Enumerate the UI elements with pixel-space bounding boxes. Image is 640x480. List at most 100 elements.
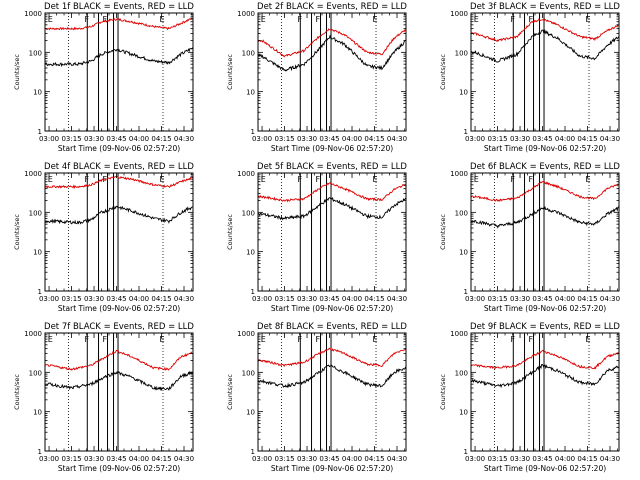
x-tick-label: 03:00 [465,455,485,463]
y-tick-label: 10 [33,409,42,417]
segment-letter: F [298,175,303,184]
x-tick-label: 03:00 [39,455,59,463]
series-events-line [470,205,619,229]
x-tick-label: 03:30 [510,135,530,143]
series-lld-line [258,182,406,203]
x-tick-label: 04:00 [129,295,149,303]
x-tick-label: 03:45 [532,135,552,143]
segment-letter: E [261,15,266,24]
x-tick-label: 04:00 [555,135,575,143]
y-tick-label: 1000 [237,170,255,178]
y-tick-label: 10 [459,249,468,257]
panel-det-7f: Det 7f BLACK = Events, RED = LLD Counts/s… [13,322,194,473]
panel-det-4f: Det 4f BLACK = Events, RED = LLD Counts/s… [13,162,194,313]
x-tick-label: 03:15 [274,455,294,463]
y-tick-label: 10 [33,89,42,97]
y-tick-label: 1000 [237,10,255,18]
series-events-line [471,363,619,389]
x-tick-label: 03:45 [106,295,126,303]
x-tick-label: 03:00 [252,135,272,143]
panel-det-1f: Det 1f BLACK = Events, RED = LLD Counts/s… [13,2,194,153]
x-tick-label: 03:45 [106,455,126,463]
y-tick-label: 1 [251,448,255,456]
segment-letter: E [373,175,378,184]
y-axis-label: Counts/sec [226,374,234,410]
segment-letter: F [85,175,90,184]
y-tick-label: 1000 [237,330,255,338]
x-tick-label: 04:30 [600,455,620,463]
y-tick-label: 100 [242,49,255,57]
panel-title: Det 1f BLACK = Events, RED = LLD [44,2,194,12]
y-tick-label: 10 [246,89,255,97]
y-tick-label: 100 [455,49,468,57]
y-tick-label: 1 [251,128,255,136]
x-tick-label: 04:00 [342,135,362,143]
x-tick-label: 04:00 [342,455,362,463]
segment-letter: F [316,15,321,24]
x-tick-label: 04:30 [174,455,194,463]
y-axis-label: Counts/sec [439,54,447,90]
y-tick-label: 1 [464,448,468,456]
y-tick-label: 100 [242,209,255,217]
panel-title: Det 6f BLACK = Events, RED = LLD [470,162,620,172]
panel-title: Det 3f BLACK = Events, RED = LLD [470,2,620,12]
y-axis-label: Counts/sec [439,214,447,250]
series-events-line [258,364,407,389]
x-tick-label: 04:15 [151,135,171,143]
x-tick-label: 03:45 [319,295,339,303]
y-tick-label: 10 [246,249,255,257]
x-tick-label: 04:15 [364,135,384,143]
y-tick-label: 1 [251,288,255,296]
x-axis-label: Start Time (09-Nov-06 02:57:20) [58,464,180,473]
segment-letter: E [160,175,165,184]
x-axis-label: Start Time (09-Nov-06 02:57:20) [271,304,393,313]
x-tick-label: 03:45 [106,135,126,143]
segment-letter: F [85,15,90,24]
y-tick-label: 100 [29,369,42,377]
x-tick-label: 03:30 [84,135,104,143]
plot-frame [257,12,407,132]
panel-det-3f: Det 3f BLACK = Events, RED = LLD Counts/s… [439,2,620,153]
x-tick-label: 03:45 [319,135,339,143]
segment-letter: F [529,15,534,24]
y-tick-label: 1 [38,128,42,136]
x-tick-label: 03:45 [532,295,552,303]
x-tick-label: 04:15 [577,295,597,303]
segment-letter: E [373,335,378,344]
segment-letter: F [316,335,321,344]
series-events-line [258,196,406,221]
x-tick-label: 03:30 [297,135,317,143]
plot-frame [470,332,620,452]
x-tick-label: 04:30 [387,455,407,463]
series-lld-line [45,17,193,31]
series-lld-line [45,175,193,189]
y-tick-label: 10 [246,409,255,417]
panel-det-9f: Det 9f BLACK = Events, RED = LLD Counts/s… [439,322,620,473]
y-tick-label: 1000 [450,170,468,178]
x-tick-label: 03:00 [252,295,272,303]
segment-letter: F [529,335,534,344]
segment-letter: E [48,335,53,344]
y-tick-label: 1000 [24,10,42,18]
x-tick-label: 04:15 [364,295,384,303]
x-axis-label: Start Time (09-Nov-06 02:57:20) [58,144,180,153]
x-axis-label: Start Time (09-Nov-06 02:57:20) [484,144,606,153]
segment-letter: F [103,335,108,344]
x-axis-label: Start Time (09-Nov-06 02:57:20) [271,144,393,153]
segment-letter: F [529,175,534,184]
segment-letter: E [586,15,591,24]
segment-letter: F [103,15,108,24]
x-tick-label: 04:15 [577,135,597,143]
y-tick-label: 1000 [450,10,468,18]
x-tick-label: 04:00 [129,135,149,143]
series-events-line [45,205,193,225]
x-tick-label: 03:45 [532,455,552,463]
y-tick-label: 100 [455,369,468,377]
x-tick-label: 04:30 [600,295,620,303]
segment-letter: E [160,15,165,24]
x-tick-label: 04:30 [174,135,194,143]
series-lld-line [257,347,406,368]
y-axis-label: Counts/sec [13,54,21,90]
plot-frame [44,12,194,132]
